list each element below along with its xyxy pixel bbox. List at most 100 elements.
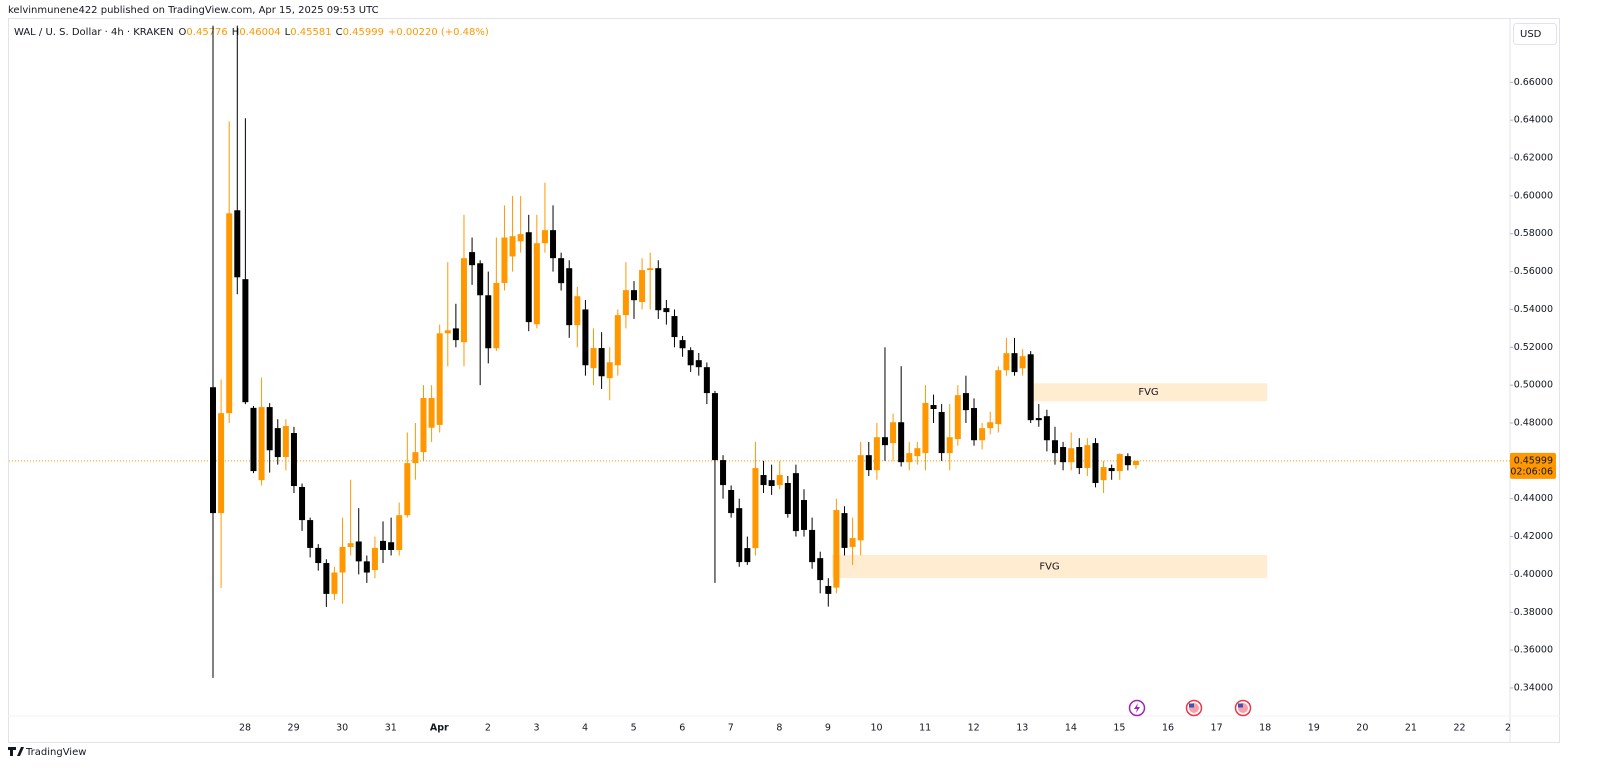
candle-body <box>736 508 743 563</box>
x-tick-label: 7 <box>728 723 734 734</box>
x-tick-label: 10 <box>870 723 882 734</box>
candle-body <box>420 398 427 453</box>
y-tick-label: 0.54000 <box>1514 304 1553 315</box>
candle-body <box>768 480 775 487</box>
x-tick-label: 20 <box>1356 723 1368 734</box>
pane-frame <box>8 18 1560 743</box>
candle-body <box>1076 447 1083 469</box>
candle-body <box>930 405 937 409</box>
candle-body <box>647 268 654 271</box>
y-tick-label: 0.42000 <box>1514 531 1553 542</box>
candle-body <box>946 437 953 454</box>
x-tick-label: 28 <box>239 723 251 734</box>
candle-body <box>995 370 1002 425</box>
legend: WAL / U. S. Dollar · 4h · KRAKEN O0.45776… <box>14 27 489 38</box>
candle-body <box>663 308 670 313</box>
candle-body <box>355 541 362 562</box>
x-tick-label: 12 <box>968 723 980 734</box>
candle-body <box>962 393 969 411</box>
fvg-label: FVG <box>1039 561 1059 572</box>
x-tick-label: 19 <box>1308 723 1320 734</box>
x-tick-label: 3 <box>533 723 539 734</box>
candle-body <box>598 348 605 377</box>
candle-body <box>679 340 686 349</box>
y-tick-label: 0.66000 <box>1514 77 1553 88</box>
candle-body <box>906 453 913 463</box>
candle-body <box>671 316 678 338</box>
ohlc-value: 0.45999 <box>343 27 384 38</box>
x-tick-label: 2 <box>485 723 491 734</box>
change: +0.00220 (+0.48%) <box>388 27 489 38</box>
candle-body <box>1084 445 1091 469</box>
candle-body <box>226 213 233 414</box>
ohlc-label: H <box>232 27 240 38</box>
y-tick-label: 0.62000 <box>1514 153 1553 164</box>
candle-body <box>469 252 476 266</box>
candle-body <box>363 561 370 573</box>
x-tick-label: 9 <box>825 723 831 734</box>
candle-body <box>485 295 492 349</box>
candle-body <box>1043 416 1050 441</box>
candle-body <box>825 585 832 594</box>
x-tick-label: 6 <box>679 723 685 734</box>
candle-body <box>720 460 727 486</box>
candle-body <box>460 258 467 343</box>
event-icon-glyph <box>1134 703 1140 713</box>
candle-body <box>501 237 508 283</box>
candle-body <box>938 412 945 454</box>
x-tick-label: 5 <box>631 723 637 734</box>
candle-body <box>614 315 621 366</box>
candle-body <box>809 529 816 563</box>
candle-body <box>533 243 540 325</box>
event-flag-canton <box>1189 703 1194 708</box>
candle-body <box>898 422 905 463</box>
y-tick-label: 0.38000 <box>1514 607 1553 618</box>
candle-body <box>541 230 548 244</box>
candle-body <box>849 538 856 547</box>
candle-body <box>218 413 225 514</box>
candle-body <box>396 515 403 550</box>
plot-area: FVG FVG <box>9 25 1510 678</box>
y-tick-label: 0.56000 <box>1514 266 1553 277</box>
currency[interactable]: USD <box>1520 29 1542 40</box>
candle-body <box>1003 353 1010 371</box>
candle-body <box>550 230 557 259</box>
candle-body <box>890 422 897 444</box>
ohlc-value: 0.46004 <box>239 27 280 38</box>
y-tick-label: 0.34000 <box>1514 682 1553 693</box>
candle-body <box>517 234 524 242</box>
candle-body <box>776 475 783 486</box>
event-icons[interactable] <box>1128 699 1252 717</box>
y-tick-label: 0.52000 <box>1514 342 1553 353</box>
ohlc-label: O <box>179 27 187 38</box>
candle-body <box>274 428 281 458</box>
candle-body <box>1092 443 1099 483</box>
candle-body <box>493 282 500 349</box>
price-tag-value: 0.45999 <box>1514 455 1553 466</box>
candle-body <box>881 437 888 446</box>
candle-body <box>857 455 864 541</box>
y-tick-label: 0.60000 <box>1514 190 1553 201</box>
fvg-zone <box>832 554 1267 578</box>
candle-body <box>428 398 435 428</box>
footer-brand: TradingView <box>25 747 86 758</box>
candle-body <box>784 482 791 515</box>
x-tick-label: 13 <box>1016 723 1028 734</box>
publisher-header: kelvinmunene422 published on TradingView… <box>8 5 379 16</box>
currency-box[interactable] <box>1513 23 1557 45</box>
candle-body <box>622 290 629 316</box>
x-tick-label: 18 <box>1259 723 1271 734</box>
y-tick-label: 0.64000 <box>1514 115 1553 126</box>
candle-body <box>250 407 257 472</box>
x-tick-label: 11 <box>919 723 931 734</box>
candle-body <box>703 367 710 394</box>
candle-body <box>954 395 961 440</box>
y-tick-label: 0.44000 <box>1514 493 1553 504</box>
candle-body <box>347 543 354 547</box>
candle-body <box>282 426 289 458</box>
candle-body <box>841 513 848 548</box>
x-tick-label: 29 <box>288 723 300 734</box>
candle-body <box>873 437 880 471</box>
candle-body <box>323 563 330 594</box>
